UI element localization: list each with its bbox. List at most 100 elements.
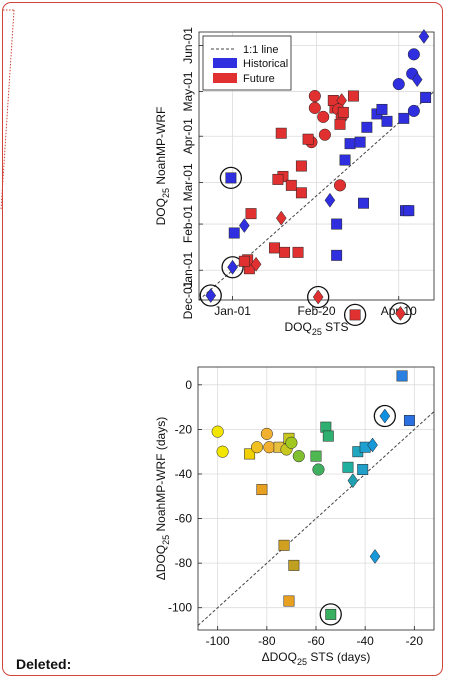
y-tick-label: Dec-01 <box>181 280 195 319</box>
y-tick-label: Jan-01 <box>181 252 195 289</box>
highlight-ring <box>319 603 342 626</box>
x-tick-label: Feb-20 <box>297 304 335 318</box>
doq25-date-scatter-chart: Jan-01Feb-20Apr-10Dec-01Jan-01Feb-01Mar-… <box>154 27 435 337</box>
y-tick-label: May-01 <box>181 71 195 111</box>
future-point <box>308 89 321 103</box>
y-tick-label: Apr-01 <box>181 118 195 154</box>
content-frame <box>2 2 443 676</box>
historical-point <box>407 48 420 61</box>
one-to-one-line <box>198 91 435 301</box>
x-tick-label: -40 <box>356 634 374 648</box>
delta-point <box>347 473 359 489</box>
delta-point <box>211 425 224 438</box>
future-point <box>395 305 406 321</box>
y-axis-label: ΔDOQ25 NoahMP-WRF (days) <box>154 417 171 580</box>
historical-point <box>381 115 393 127</box>
historical-point <box>403 205 415 217</box>
y-tick-label: -40 <box>175 467 193 481</box>
legend-label: 1:1 line <box>243 44 278 56</box>
future-point <box>333 179 347 192</box>
historical-point <box>361 121 373 133</box>
x-tick-label: -80 <box>258 634 276 648</box>
highlight-ring <box>221 256 244 279</box>
historical-point <box>407 104 420 117</box>
comment-connector-line <box>0 9 15 211</box>
delta-point <box>285 436 298 449</box>
historical-point <box>344 138 356 150</box>
highlight-ring <box>307 285 330 309</box>
historical-point <box>331 218 343 230</box>
future-point <box>269 242 280 254</box>
delta-point <box>312 463 325 476</box>
future-point <box>272 173 284 185</box>
future-point <box>318 128 331 141</box>
y-tick-label: Mar-01 <box>181 163 195 201</box>
highlight-ring <box>373 404 396 428</box>
y-tick-label: 0 <box>185 378 192 392</box>
delta-point <box>278 539 290 551</box>
historical-point <box>331 249 343 261</box>
future-point <box>245 208 257 220</box>
delta-point <box>403 415 415 426</box>
delta-point <box>396 370 408 382</box>
highlight-ring <box>199 284 222 307</box>
delta-point <box>357 464 369 475</box>
one-to-one-line <box>197 411 435 626</box>
y-tick-label: -80 <box>175 556 193 570</box>
historical-point <box>239 218 250 233</box>
historical-point <box>324 192 336 208</box>
delta-point <box>292 450 305 463</box>
y-tick-label: -20 <box>175 422 193 436</box>
delta-doq25-scatter-chart: -100 -80 -60 -40 -20 0 -20 -40 -60 -80 -100 ΔDOQ25 … <box>154 366 435 667</box>
y-tick-label: Feb-01 <box>181 205 195 243</box>
future-point <box>312 289 324 305</box>
future-point <box>308 101 321 114</box>
delta-point <box>325 608 337 620</box>
highlight-ring <box>219 166 243 190</box>
historical-point <box>418 29 430 44</box>
highlight-ring <box>343 303 367 327</box>
y-tick-label: -60 <box>175 512 193 526</box>
future-point <box>334 118 346 130</box>
historical-point <box>411 72 423 88</box>
future-point <box>275 210 287 226</box>
historical-point <box>228 227 240 239</box>
historical-point <box>205 288 217 303</box>
deleted-label: Deleted: <box>16 656 72 672</box>
grid-lines <box>198 367 434 630</box>
x-axis-label: ΔDOQ25 STS (days) <box>262 650 371 667</box>
delta-point <box>310 450 322 462</box>
x-tick-label: -100 <box>206 634 230 648</box>
delta-point <box>256 484 268 496</box>
historical-point <box>339 154 351 166</box>
future-point <box>250 256 262 272</box>
delta-point <box>288 559 300 571</box>
delta-point <box>250 441 264 454</box>
y-tick-label: Jun-01 <box>181 27 195 64</box>
historical-point <box>398 112 410 124</box>
future-point <box>275 127 287 139</box>
y-axis-label: DOQ25 NoahMP-WRF <box>154 107 171 226</box>
future-point <box>292 246 304 258</box>
delta-point <box>216 445 229 458</box>
x-axis-label: DOQ25 STS <box>284 320 348 337</box>
future-point <box>337 106 349 118</box>
future-point <box>238 255 250 267</box>
historical-point <box>354 136 366 148</box>
delta-point <box>367 437 378 453</box>
x-tick-label: Jan-01 <box>214 304 251 318</box>
future-point <box>279 246 291 258</box>
delta-point <box>342 461 354 473</box>
future-point <box>302 133 314 145</box>
historical-point <box>358 197 369 209</box>
delta-point <box>260 427 273 440</box>
delta-point <box>244 448 256 460</box>
historical-point <box>376 103 388 115</box>
delta-point <box>379 408 391 424</box>
historical-point <box>227 259 238 275</box>
historical-point <box>392 78 405 91</box>
y-tick-label: -100 <box>168 601 192 615</box>
future-point <box>295 187 307 199</box>
delta-point <box>283 595 295 607</box>
historical-point <box>225 172 237 184</box>
